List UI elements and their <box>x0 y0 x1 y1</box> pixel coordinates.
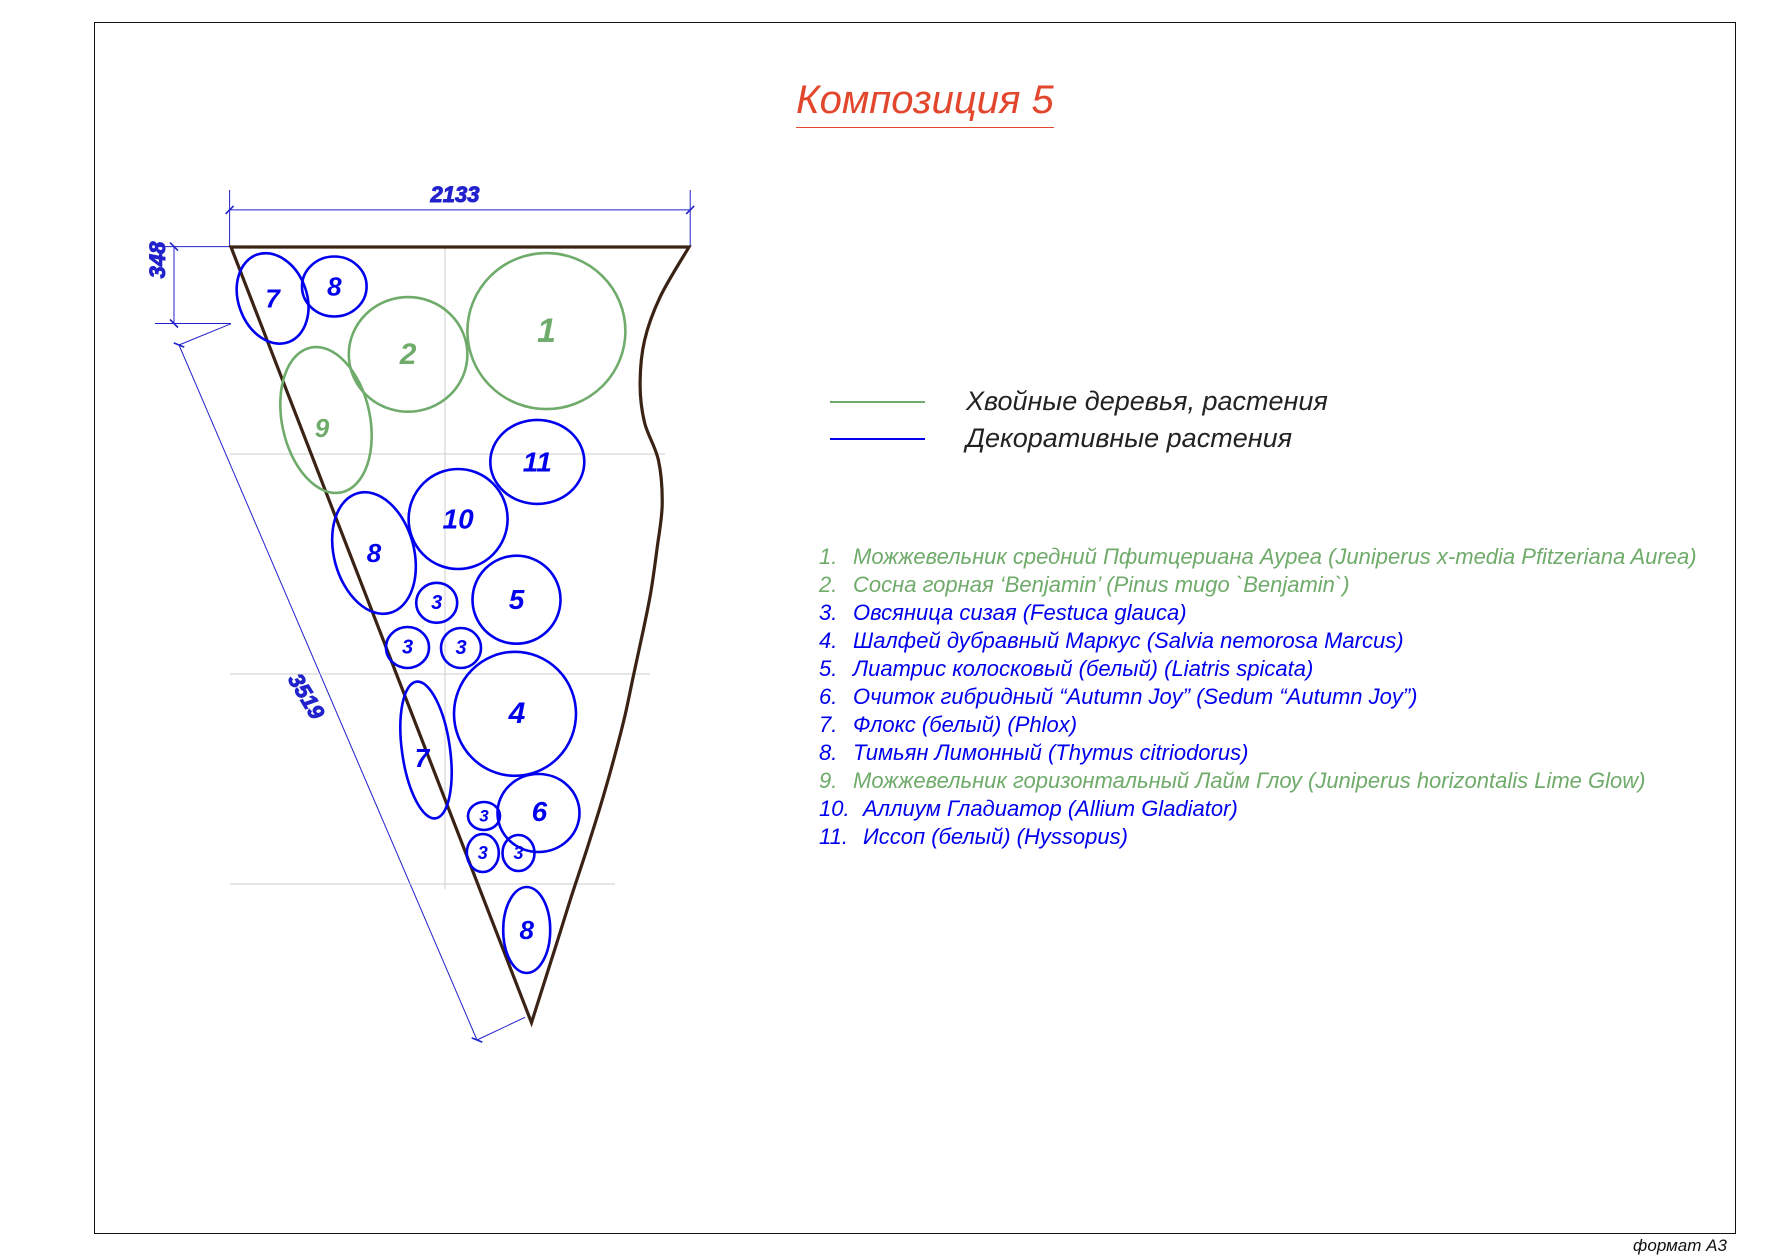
svg-text:3: 3 <box>431 592 442 614</box>
svg-text:348: 348 <box>145 241 170 278</box>
svg-text:3519: 3519 <box>283 669 330 724</box>
svg-text:8: 8 <box>519 915 534 945</box>
svg-text:5: 5 <box>509 584 525 615</box>
svg-text:9: 9 <box>315 413 330 443</box>
svg-text:8: 8 <box>367 538 382 568</box>
svg-text:3: 3 <box>402 637 413 659</box>
svg-text:7: 7 <box>415 743 431 773</box>
svg-text:2133: 2133 <box>430 182 480 207</box>
svg-text:4: 4 <box>508 697 526 730</box>
svg-text:11: 11 <box>523 446 552 477</box>
svg-text:3: 3 <box>513 843 523 863</box>
svg-text:10: 10 <box>443 504 475 535</box>
svg-text:8: 8 <box>327 272 342 302</box>
svg-text:7: 7 <box>265 283 281 313</box>
svg-text:3: 3 <box>455 637 466 659</box>
svg-text:3: 3 <box>479 807 489 826</box>
svg-text:1: 1 <box>537 312 556 350</box>
svg-text:2: 2 <box>399 338 417 371</box>
svg-text:3: 3 <box>478 843 488 863</box>
svg-text:6: 6 <box>532 796 548 827</box>
